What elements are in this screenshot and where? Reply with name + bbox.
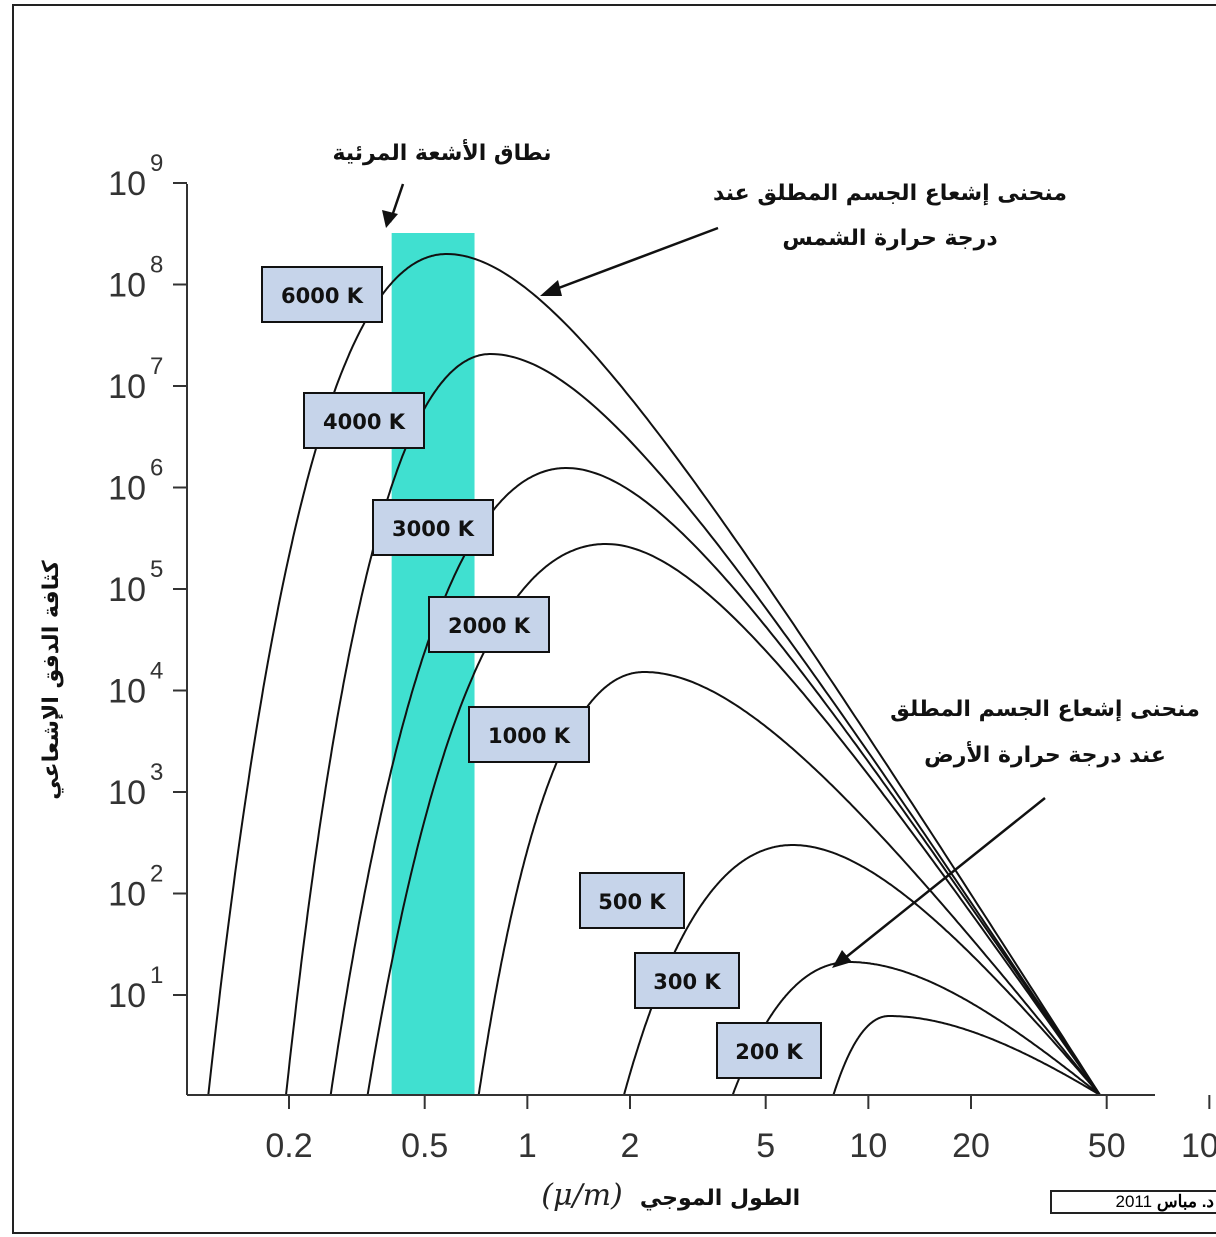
- y-tick-exponent: 6: [150, 455, 163, 482]
- visible-band-annotation: نطاق الأشعة المرئية: [332, 138, 551, 166]
- temperature-label-text: 6000 K: [281, 284, 364, 308]
- y-tick-label: 10: [108, 267, 146, 305]
- earth-arrow: [839, 797, 1046, 963]
- radiation-curves: [207, 253, 1101, 1096]
- temperature-label-6000k: 6000 K: [261, 266, 383, 323]
- x-tick-label: 2: [621, 1127, 640, 1165]
- y-tick-label: 10: [108, 673, 146, 711]
- x-tick-label: 5: [756, 1127, 775, 1165]
- curve-6000k: [207, 253, 1101, 1096]
- earth-annotation-line2: عند درجة حرارة الأرض: [924, 740, 1166, 768]
- temperature-label-box: [372, 499, 494, 556]
- y-tick-label: 10: [108, 774, 146, 812]
- curve-4000k: [285, 353, 1101, 1096]
- y-tick-label: 10: [108, 368, 146, 406]
- y-tick-exponent: 1: [150, 962, 163, 989]
- curve-1000k: [477, 671, 1101, 1096]
- temperature-label-text: 2000 K: [448, 614, 531, 638]
- x-tick-label: 20: [952, 1127, 990, 1165]
- temperature-label-text: 4000 K: [323, 410, 406, 434]
- sun-annotation-line2: درجة حرارة الشمس: [782, 226, 997, 251]
- y-tick-label: 10: [108, 571, 146, 609]
- axes: [186, 184, 1155, 1096]
- temperature-label-box: [468, 706, 590, 763]
- temperature-label-box: [634, 952, 740, 1009]
- sun-arrowhead: [540, 280, 562, 296]
- x-tick-label: 0.2: [265, 1127, 312, 1165]
- x-axis-title: الطول الموجي: [640, 1186, 800, 1211]
- credit-year: 2011: [1115, 1192, 1153, 1211]
- temperature-label-box: [428, 596, 550, 653]
- x-tick-label: 50: [1088, 1127, 1126, 1165]
- temperature-labels: 6000 K 4000 K 3000 K 2000 K 1000 K 500 K 300 K…: [261, 266, 822, 1079]
- earth-arrowhead: [832, 950, 852, 968]
- temperature-label-500k: 500 K: [579, 872, 685, 929]
- credit-name: د. مباس: [1156, 1192, 1214, 1211]
- y-tick-exponent: 4: [150, 658, 163, 685]
- y-tick-exponent: 9: [150, 150, 163, 177]
- visible-light-band: [391, 233, 475, 1095]
- figure-frame: [12, 4, 1216, 1234]
- temperature-label-4000k: 4000 K: [303, 392, 425, 449]
- y-tick-exponent: 3: [150, 759, 163, 786]
- temperature-label-2000k: 2000 K: [428, 596, 550, 653]
- y-tick-label: 10: [108, 876, 146, 914]
- temperature-label-3000k: 3000 K: [372, 499, 494, 556]
- temperature-label-text: 200 K: [735, 1040, 803, 1064]
- temperature-label-box: [303, 392, 425, 449]
- x-tick-label: 0.5: [401, 1127, 448, 1165]
- curve-200k: [832, 1015, 1101, 1096]
- temperature-label-text: 3000 K: [392, 517, 475, 541]
- curve-2000k: [366, 543, 1101, 1096]
- temperature-label-box: [716, 1022, 822, 1079]
- y-tick-exponent: 7: [150, 353, 163, 380]
- y-tick-exponent: 2: [150, 861, 163, 888]
- temperature-label-box: [261, 266, 383, 323]
- y-tick-exponent: 8: [150, 252, 163, 279]
- temperature-label-1000k: 1000 K: [468, 706, 590, 763]
- x-tick-label: 1: [518, 1127, 537, 1165]
- visible-band-arrowhead: [382, 210, 398, 228]
- x-axis-unit: (μ/m): [541, 1178, 622, 1213]
- temperature-label-300k: 300 K: [634, 952, 740, 1009]
- temperature-label-200k: 200 K: [716, 1022, 822, 1079]
- y-tick-label: 10: [108, 977, 146, 1015]
- curve-3000k: [329, 467, 1101, 1096]
- temperature-label-box: [579, 872, 685, 929]
- sun-annotation-line1: منحنى إشعاع الجسم المطلق عند: [713, 181, 1067, 206]
- temperature-label-text: 1000 K: [488, 724, 571, 748]
- curve-500k: [623, 844, 1101, 1096]
- credit-box: 2011 د. مباس: [1050, 1190, 1216, 1214]
- y-tick-label: 10: [108, 470, 146, 508]
- y-tick-label: 10: [108, 165, 146, 203]
- earth-annotation-line1: منحنى إشعاع الجسم المطلق: [890, 697, 1200, 722]
- x-tick-label: 10: [849, 1127, 887, 1165]
- y-axis-title: كثافة الدفق الإشعاعي: [39, 560, 64, 800]
- temperature-label-text: 300 K: [653, 970, 721, 994]
- temperature-label-text: 500 K: [598, 890, 666, 914]
- y-tick-exponent: 5: [150, 556, 163, 583]
- x-tick-label: 100: [1181, 1127, 1216, 1165]
- sun-arrow: [547, 226, 719, 294]
- x-ticks: 0.2 0.5 1 2 5 10 20 50 100: [265, 1095, 1216, 1165]
